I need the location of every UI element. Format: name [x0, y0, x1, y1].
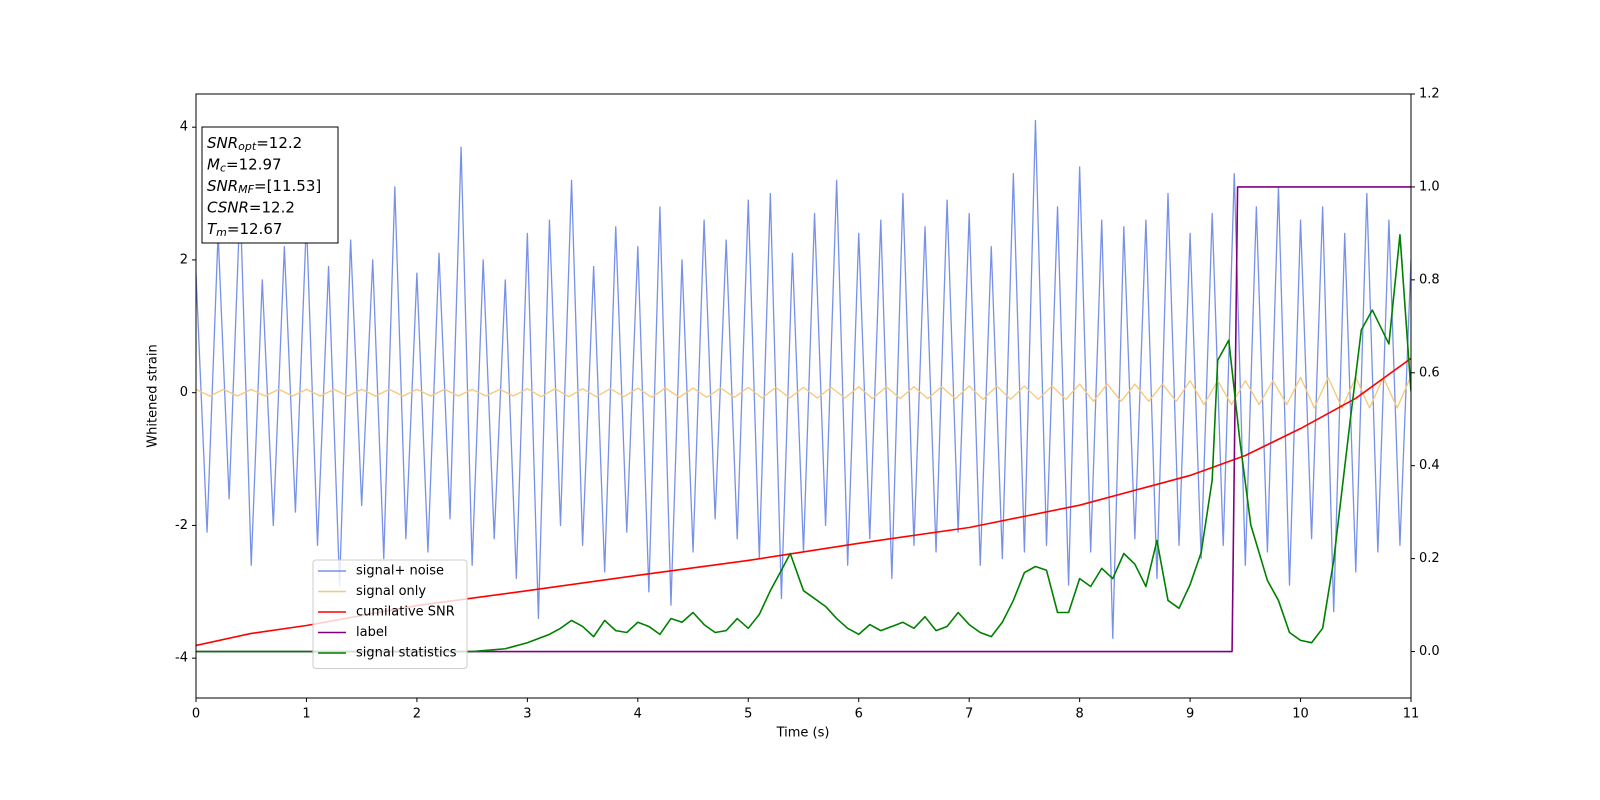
legend-label: signal statistics [356, 646, 457, 661]
annotation-symbol: SNR [207, 134, 238, 152]
y2-tick-label: 0.2 [1419, 551, 1440, 566]
legend-label: cumilative SNR [356, 605, 455, 620]
annotation-subscript: MF [238, 183, 254, 196]
annotation-line: SNRMF=[11.53] [207, 177, 321, 197]
x-tick-label: 10 [1292, 707, 1309, 722]
annotation-subscript: c [220, 162, 226, 175]
y-axis-label: Whitened strain [146, 344, 161, 447]
legend-label: signal only [356, 584, 426, 599]
y-tick-label: -4 [175, 651, 188, 666]
y2-tick-label: 1.0 [1419, 179, 1440, 194]
legend-label: label [356, 625, 387, 640]
annotation-line: Mc=12.97 [207, 155, 282, 175]
y-tick-label: 4 [180, 120, 188, 135]
annotation-line: SNRopt=12.2 [207, 134, 302, 154]
x-tick-label: 7 [965, 707, 973, 722]
legend-label: signal+ noise [356, 564, 444, 579]
annotation-line: Tm=12.67 [207, 220, 282, 240]
annotation-box [201, 126, 339, 244]
x-axis-label: Time (s) [776, 726, 830, 741]
annotation-symbol: M [207, 155, 220, 173]
plot-frame [195, 93, 1412, 699]
annotation-value: =12.2 [256, 134, 302, 152]
annotation-subscript: m [216, 226, 227, 239]
annotation-symbol: T [207, 220, 218, 238]
x-tick-label: 4 [634, 707, 642, 722]
y2-tick-label: 0.4 [1419, 458, 1440, 473]
annotation-subscript: opt [238, 140, 257, 153]
y2-tick-label: 1.2 [1419, 87, 1440, 102]
x-tick-label: 9 [1186, 707, 1194, 722]
annotation-value: =[11.53] [254, 177, 321, 195]
x-tick-label: 1 [302, 707, 310, 722]
legend: signal+ noise signal only cumilative SNR la… [312, 559, 468, 669]
x-tick-label: 6 [855, 707, 863, 722]
annotation-line: CSNR=12.2 [207, 198, 295, 216]
x-tick-label: 11 [1403, 707, 1420, 722]
y2-tick-label: 0.6 [1419, 365, 1440, 380]
annotation-value: =12.67 [227, 220, 283, 238]
y-tick-label: -2 [175, 518, 188, 533]
series-line [196, 186, 1411, 653]
x-tick-label: 8 [1075, 707, 1083, 722]
annotation-symbol: CSNR [207, 198, 249, 216]
series-line [196, 375, 1411, 409]
series-line [196, 233, 1411, 653]
x-tick-label: 5 [744, 707, 752, 722]
x-tick-label: 2 [413, 707, 421, 722]
y2-tick-label: 0.8 [1419, 272, 1440, 287]
y-tick-label: 2 [180, 252, 188, 267]
annotation-symbol: SNR [207, 177, 238, 195]
legend-box [312, 559, 468, 669]
y-tick-label: 0 [180, 385, 188, 400]
y2-tick-label: 0.0 [1419, 644, 1440, 659]
annotation-value: =12.2 [249, 198, 295, 216]
x-tick-label: 3 [523, 707, 531, 722]
annotation-value: =12.97 [226, 155, 282, 173]
x-tick-label: 0 [192, 707, 200, 722]
